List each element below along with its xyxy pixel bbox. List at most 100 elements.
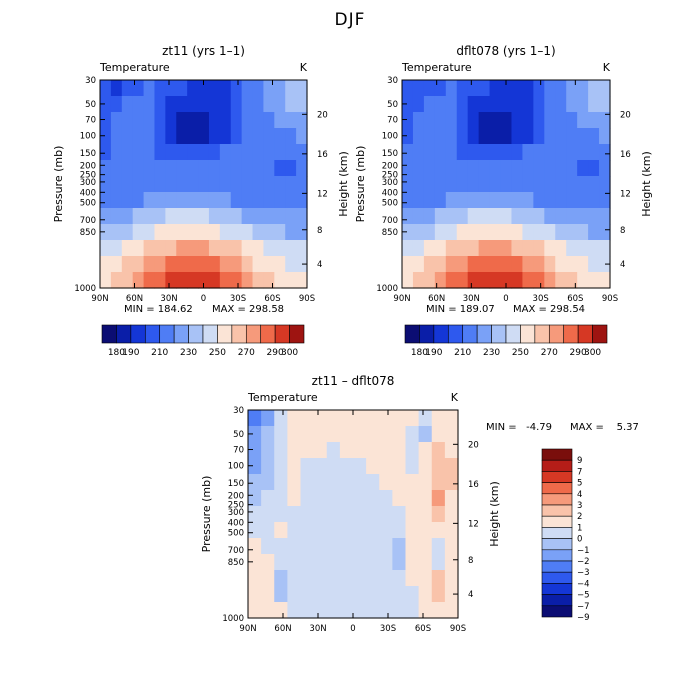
colorbar-swatch [548, 324, 565, 344]
heatmap-cell [143, 144, 156, 161]
panel-title: dflt078 (yrs 1–1) [456, 44, 555, 58]
heatmap-cell [511, 224, 524, 241]
heatmap-cell [187, 208, 199, 225]
heatmap-cell [110, 96, 123, 113]
heatmap-cell [366, 522, 380, 539]
heatmap-cell [353, 522, 367, 539]
heatmap-cell [500, 96, 513, 113]
heatmap-cell [143, 240, 156, 257]
heatmap-cell [412, 176, 425, 193]
heatmap-cell [230, 144, 243, 161]
x-tick-label: 90S [602, 294, 618, 304]
heatmap-cell [533, 112, 545, 129]
y2-axis-label: Height (km) [488, 481, 501, 547]
heatmap-cell [489, 240, 502, 257]
heatmap-cell [274, 112, 286, 129]
y2-axis-label: Height (km) [337, 151, 350, 217]
y-tick-label: 500 [228, 529, 244, 539]
units-label: K [300, 61, 308, 74]
heatmap-cell [577, 80, 589, 97]
heatmap-cell [412, 192, 425, 209]
heatmap-cell [261, 522, 275, 539]
heatmap-cell [478, 256, 491, 273]
heatmap-cell [533, 192, 545, 209]
heatmap-cell [110, 240, 123, 257]
y2-tick-label: 20 [620, 110, 631, 120]
heatmap-cell [261, 442, 275, 459]
y2-tick-label: 20 [317, 110, 328, 120]
heatmap-cell [219, 160, 232, 177]
heatmap-cell [100, 160, 112, 177]
heatmap-cell [274, 586, 288, 603]
y-tick-label: 150 [228, 479, 244, 489]
heatmap-cell [489, 112, 502, 129]
heatmap-cell [434, 240, 447, 257]
colorbar-swatch [541, 493, 573, 506]
heatmap-cell [313, 538, 328, 555]
heatmap-cell [418, 554, 433, 571]
heatmap-cell [219, 224, 232, 241]
heatmap-cell [241, 176, 254, 193]
heatmap-cell [274, 602, 288, 619]
heatmap-cell [300, 474, 315, 491]
colorbar-swatch [541, 538, 573, 551]
heatmap-cell [198, 256, 210, 273]
y-tick-label: 400 [80, 188, 96, 198]
y-tick-label: 100 [382, 132, 398, 142]
heatmap-cell [392, 602, 407, 619]
heatmap-cell [313, 586, 328, 603]
heatmap-cell [588, 128, 600, 145]
heatmap-cell [353, 490, 367, 507]
heatmap-cell [326, 554, 341, 571]
heatmap-cell [187, 144, 199, 161]
heatmap-cell [198, 96, 210, 113]
heatmap-cell [100, 80, 112, 97]
heatmap-cell [444, 458, 459, 475]
colorbar-swatch [173, 324, 189, 344]
heatmap-cell [339, 426, 354, 443]
y-tick-label: 300 [382, 178, 398, 188]
heatmap-cell [392, 490, 407, 507]
heatmap-cell [467, 192, 480, 209]
heatmap-cell [132, 96, 145, 113]
heatmap-cell [489, 128, 502, 145]
heatmap-cell [405, 538, 420, 555]
heatmap-cell [467, 272, 480, 289]
heatmap-cell [402, 224, 414, 241]
heatmap-cell [154, 112, 166, 129]
y-tick-label: 850 [228, 558, 244, 568]
heatmap-cell [544, 208, 556, 225]
variable-label: Temperature [99, 61, 170, 74]
heatmap-cell [423, 112, 436, 129]
heatmap-cell [456, 256, 469, 273]
heatmap-cell [402, 256, 414, 273]
heatmap-cell [544, 96, 556, 113]
heatmap-cell [599, 112, 611, 129]
heatmap-cell [261, 554, 275, 571]
heatmap-cell [412, 208, 425, 225]
heatmap-cell [599, 160, 611, 177]
heatmap-cell [566, 112, 578, 129]
heatmap-cell [287, 490, 302, 507]
heatmap-cell [444, 506, 459, 523]
heatmap-cell [467, 144, 480, 161]
colorbar-tick-label: 5 [577, 479, 582, 489]
heatmap-cell [296, 224, 308, 241]
heatmap-cell [522, 80, 534, 97]
heatmap-cell [588, 176, 600, 193]
heatmap-cell [143, 160, 156, 177]
heatmap-cell [208, 176, 221, 193]
heatmap-cell [132, 128, 145, 145]
heatmap-cell [522, 272, 534, 289]
heatmap-cell [100, 256, 112, 273]
heatmap-cell [248, 426, 262, 443]
heatmap-cell [577, 112, 589, 129]
heatmap-cell [379, 602, 393, 619]
x-tick-label: 60S [415, 624, 431, 634]
heatmap-cell [445, 208, 458, 225]
heatmap-cell [261, 586, 275, 603]
heatmap-cell [274, 128, 286, 145]
heatmap-cell [285, 160, 297, 177]
heatmap-cell [379, 586, 393, 603]
